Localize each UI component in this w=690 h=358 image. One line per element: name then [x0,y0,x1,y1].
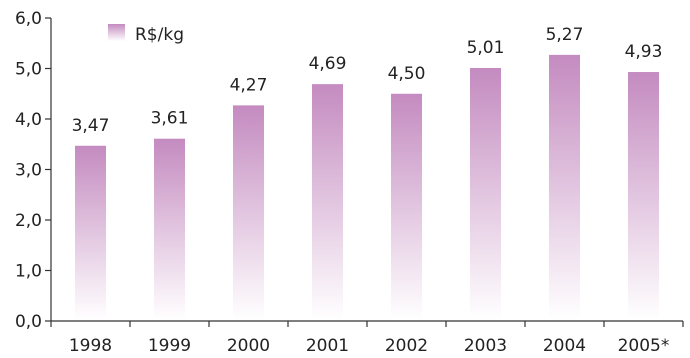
x-tick-label: 2003 [464,336,507,356]
y-tick-label: 6,0 [15,9,42,29]
bar [75,145,106,320]
legend-swatch [108,24,125,41]
bar [628,72,659,320]
bar [470,67,501,321]
y-axis: 0,0 1,0 2,0 3,0 4,0 5,0 6,0 [15,9,52,332]
x-tick-label: 1999 [148,336,191,356]
data-labels: 3,47 3,61 4,27 4,69 4,50 5,01 5,27 4,93 [72,25,663,136]
bar [154,138,185,320]
y-tick-label: 4,0 [15,110,42,130]
x-axis: 1998 1999 2000 2001 2002 2003 2004 2005* [50,320,684,356]
data-label: 5,27 [546,25,584,45]
bar [312,84,343,320]
bar [549,54,580,321]
data-label: 4,69 [309,54,347,74]
x-tick-label: 2001 [306,336,349,356]
bar [391,93,422,320]
data-label: 4,27 [230,75,268,95]
y-tick-label: 1,0 [15,262,42,282]
data-label: 4,93 [625,42,663,62]
x-tick-label: 2005* [618,336,670,356]
x-tick-label: 2004 [543,336,586,356]
bars [75,54,659,321]
data-label: 4,50 [388,64,426,84]
x-tick-label: 2002 [385,336,428,356]
legend-label: R$/kg [135,25,184,45]
bar [233,105,264,321]
data-label: 3,61 [151,109,189,129]
data-label: 3,47 [72,116,110,136]
y-tick-label: 3,0 [15,161,42,181]
x-tick-label: 1998 [69,336,112,356]
y-tick-label: 5,0 [15,60,42,80]
x-tick-label: 2000 [227,336,270,356]
y-tick-label: 0,0 [15,312,42,332]
legend: R$/kg [108,24,184,45]
y-tick-label: 2,0 [15,211,42,231]
data-label: 5,01 [467,38,505,58]
